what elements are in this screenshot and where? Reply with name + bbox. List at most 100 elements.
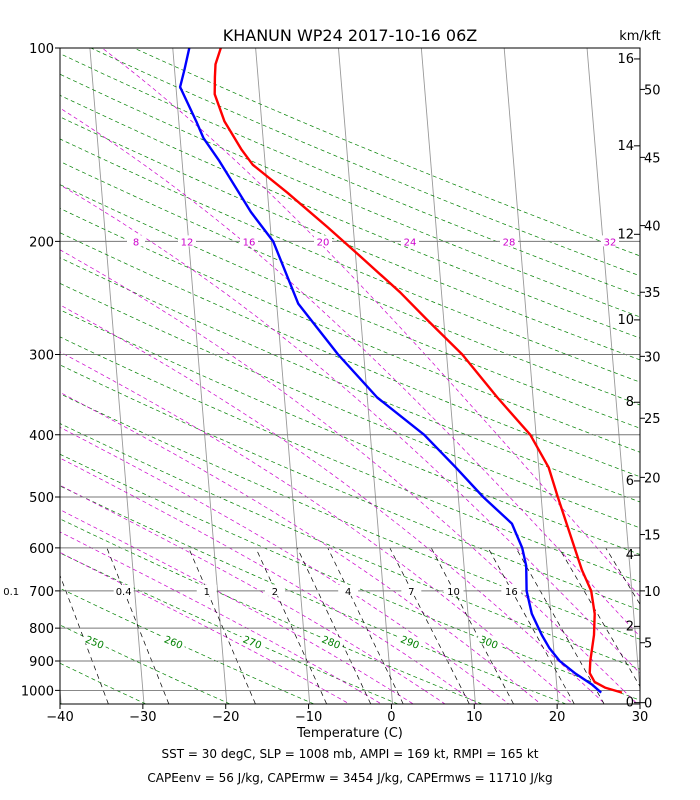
x-tick-label: 20 [549, 710, 566, 725]
dry-adiabat-line [60, 138, 640, 383]
mixing-ratio-label: 16 [505, 587, 518, 598]
pressure-tick-label: 400 [29, 429, 54, 444]
mixing-ratio-line [389, 547, 470, 704]
kft-tick-label: 20 [644, 471, 661, 486]
footer-line-2: CAPEenv = 56 J/kg, CAPErmw = 3454 J/kg, … [147, 771, 552, 785]
sounding-profiles [178, 48, 623, 694]
kft-tick-label: 15 [644, 529, 661, 544]
dry-adiabat-line [60, 587, 315, 704]
pressure-tick-label: 800 [29, 622, 54, 637]
isotherm-line [172, 48, 228, 704]
chart-title: KHANUN WP24 2017-10-16 06Z [223, 26, 478, 45]
label-background [401, 584, 422, 596]
label-background [127, 235, 145, 247]
moist-adiabat-line [60, 184, 640, 674]
kft-tick-label: 30 [644, 350, 661, 365]
mixing-ratio-label: 0.1 [3, 587, 19, 598]
x-tick-label: 0 [387, 710, 395, 725]
label-background [160, 630, 188, 651]
x-tick-label: −30 [129, 710, 156, 725]
kft-tick-label: 10 [644, 585, 661, 600]
label-background [500, 235, 518, 247]
mixing-ratio-line [327, 547, 404, 704]
pressure-tick-label: 200 [29, 235, 54, 250]
mixing-ratio-line [60, 574, 109, 704]
kft-tick-label: 5 [644, 637, 652, 652]
mixing-ratio-line [106, 547, 170, 704]
km-tick-label: 2 [626, 619, 634, 634]
km-tick-label: 16 [617, 52, 634, 67]
x-tick-label: −40 [46, 710, 73, 725]
mixing-ratio-line [487, 547, 575, 704]
axes: −40 −30 −20 −10 0 10 20 30100200300400500600700… [21, 42, 661, 725]
mixing-ratio-line [188, 547, 256, 704]
moist-adiabat-line [60, 391, 542, 704]
label-background [196, 584, 217, 596]
moist-adiabat-line [60, 457, 478, 704]
isotherm-line [338, 48, 393, 704]
moist-adiabat-label: 28 [503, 237, 516, 248]
temperature-profile-line [213, 48, 623, 694]
kft-tick-label: 35 [644, 286, 661, 301]
x-tick-label: 10 [466, 710, 483, 725]
moist-adiabat-line [60, 351, 574, 704]
label-background [239, 630, 267, 651]
background-lines [60, 48, 640, 704]
kft-tick-label: 25 [644, 412, 661, 427]
dry-adiabat-line [60, 161, 640, 406]
footer-line-1: SST = 30 degC, SLP = 1008 mb, AMPI = 169… [161, 747, 538, 761]
label-background [264, 584, 285, 596]
km-tick-label: 6 [626, 474, 634, 489]
km-tick-label: 0 [626, 696, 634, 711]
dry-adiabat-line [60, 232, 640, 478]
moist-adiabat-line [60, 107, 640, 638]
label-background [397, 630, 424, 651]
km-tick-label: 8 [626, 395, 634, 410]
label-background [314, 235, 332, 247]
isotherm-line [255, 48, 311, 704]
label-background [443, 584, 464, 596]
mixing-ratio-label: 1 [204, 587, 210, 598]
dry-adiabat-line [60, 257, 640, 503]
x-tick-label: −20 [212, 710, 239, 725]
kft-tick-label: 50 [644, 83, 661, 98]
moist-adiabat-label: 32 [604, 237, 617, 248]
moist-adiabat-label: 12 [181, 237, 194, 248]
pressure-tick-label: 700 [29, 585, 54, 600]
x-tick-label: −10 [295, 710, 322, 725]
label-background [178, 235, 196, 247]
pressure-tick-label: 300 [29, 348, 54, 363]
mixing-ratio-line [296, 547, 372, 704]
moist-adiabat-label: 24 [404, 237, 417, 248]
isotherm-line [420, 48, 476, 704]
label-background [475, 630, 503, 651]
dry-adiabat-line [60, 518, 483, 704]
dry-adiabat-line [60, 73, 640, 318]
pressure-tick-label: 500 [29, 491, 54, 506]
moist-adiabat-line [60, 509, 414, 704]
kft-tick-label: 45 [644, 151, 661, 166]
isotherm-line [503, 48, 559, 704]
moist-adiabat-line [60, 552, 350, 704]
mixing-ratio-label: 0.4 [116, 587, 132, 598]
dry-adiabat-line [60, 423, 640, 670]
km-tick-label: 12 [617, 227, 634, 242]
label-background [1, 584, 22, 596]
label-background [338, 584, 359, 596]
height-units-label: km/kft [619, 29, 661, 44]
label-background [501, 584, 522, 596]
label-background [113, 584, 134, 596]
x-axis-label: Temperature (C) [296, 726, 403, 741]
mixing-ratio-label: 10 [447, 587, 460, 598]
mixing-ratio-label: 4 [345, 587, 351, 598]
plot-frame [59, 47, 641, 705]
moist-adiabat-label: 20 [317, 237, 330, 248]
mixing-ratio-line [515, 547, 605, 704]
label-background [401, 235, 419, 247]
x-tick-label: 30 [632, 710, 649, 725]
moist-adiabat-line [60, 484, 446, 704]
label-background [81, 630, 109, 651]
moist-adiabat-line [101, 48, 640, 598]
